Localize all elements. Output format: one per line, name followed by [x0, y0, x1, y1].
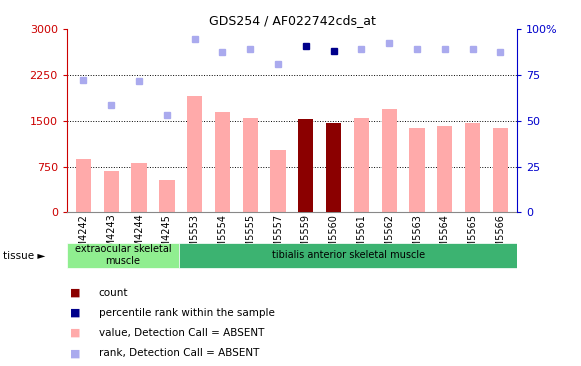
Text: count: count	[99, 288, 128, 298]
Bar	[270, 150, 286, 212]
Bar	[493, 128, 508, 212]
Bar	[354, 118, 369, 212]
Text: ■: ■	[70, 328, 81, 338]
Bar	[187, 96, 202, 212]
Text: rank, Detection Call = ABSENT: rank, Detection Call = ABSENT	[99, 348, 259, 358]
Bar	[465, 123, 480, 212]
Text: tibialis anterior skeletal muscle: tibialis anterior skeletal muscle	[272, 250, 425, 260]
Text: extraocular skeletal
muscle: extraocular skeletal muscle	[75, 244, 171, 266]
Bar	[326, 123, 341, 212]
FancyBboxPatch shape	[67, 243, 180, 268]
Bar	[410, 128, 425, 212]
Bar	[382, 109, 397, 212]
Text: ■: ■	[70, 288, 81, 298]
Text: percentile rank within the sample: percentile rank within the sample	[99, 308, 275, 318]
Bar	[298, 119, 314, 212]
Text: ■: ■	[70, 308, 81, 318]
Bar	[243, 118, 258, 212]
Text: tissue ►: tissue ►	[3, 251, 45, 261]
Bar	[76, 159, 91, 212]
Bar	[131, 164, 147, 212]
FancyBboxPatch shape	[180, 243, 517, 268]
Bar	[103, 171, 119, 212]
Text: value, Detection Call = ABSENT: value, Detection Call = ABSENT	[99, 328, 264, 338]
Bar	[159, 180, 174, 212]
Bar	[437, 126, 453, 212]
Title: GDS254 / AF022742cds_at: GDS254 / AF022742cds_at	[209, 14, 375, 27]
Bar	[215, 112, 230, 212]
Text: ■: ■	[70, 348, 81, 358]
